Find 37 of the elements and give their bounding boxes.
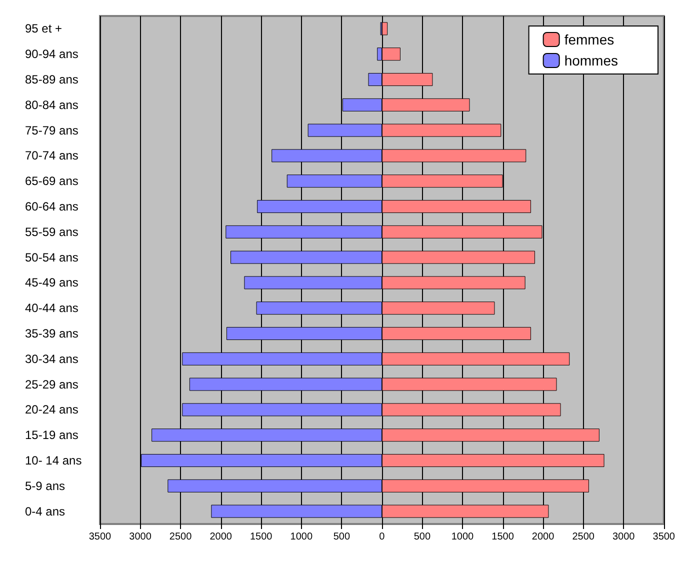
y-tick-label: 65-69 ans bbox=[25, 174, 78, 188]
x-tick-label: 1000 bbox=[290, 532, 313, 542]
x-tick-label: 2500 bbox=[169, 532, 192, 542]
x-tick-label: 3500 bbox=[88, 532, 112, 542]
y-tick-label: 40-44 ans bbox=[25, 301, 78, 316]
y-tick-label: 25-29 ans bbox=[25, 377, 78, 392]
y-tick-label: 80-84 ans bbox=[25, 98, 78, 112]
x-tick-label: 500 bbox=[414, 532, 431, 542]
y-tick-label: 45-49 ans bbox=[25, 276, 78, 290]
y-tick-label: 55-59 ans bbox=[25, 224, 78, 239]
y-tick-label: 90-94 ans bbox=[25, 47, 78, 62]
legend-label: hommes bbox=[564, 52, 618, 68]
x-tick-label: 3000 bbox=[129, 532, 152, 542]
x-tick-label: 3000 bbox=[612, 532, 636, 542]
legend-label: femmes bbox=[564, 32, 614, 48]
y-tick-label: 20-24 ans bbox=[25, 402, 78, 417]
x-tick-label: 3500 bbox=[652, 532, 676, 542]
x-tick-label: 2000 bbox=[532, 532, 555, 542]
y-tick-label: 85-89 ans bbox=[25, 72, 78, 86]
x-tick-label: 500 bbox=[333, 532, 350, 542]
y-tick-label: 15-19 ans bbox=[25, 428, 78, 442]
y-tick-label: 75-79 ans bbox=[25, 123, 78, 138]
y-tick-label: 30-34 ans bbox=[25, 352, 78, 366]
y-tick-label: 0-4 ans bbox=[25, 504, 66, 518]
y-tick-label: 95 et + bbox=[25, 22, 62, 36]
y-tick-label: 10- 14 ans bbox=[25, 454, 82, 468]
y-tick-label: 70-74 ans bbox=[25, 148, 78, 163]
x-tick-label: 0 bbox=[379, 532, 386, 542]
x-tick-label: 2000 bbox=[210, 532, 232, 542]
y-tick-label: 60-64 ans bbox=[25, 200, 78, 214]
x-tick-label: 2500 bbox=[572, 532, 595, 542]
y-tick-label: 35-39 ans bbox=[25, 326, 78, 340]
x-tick-label: 1500 bbox=[492, 532, 514, 542]
y-tick-label: 5-9 ans bbox=[25, 478, 66, 493]
x-tick-label: 1500 bbox=[250, 532, 273, 542]
y-tick-label: 50-54 ans bbox=[25, 250, 78, 264]
x-tick-label: 1000 bbox=[451, 532, 474, 542]
